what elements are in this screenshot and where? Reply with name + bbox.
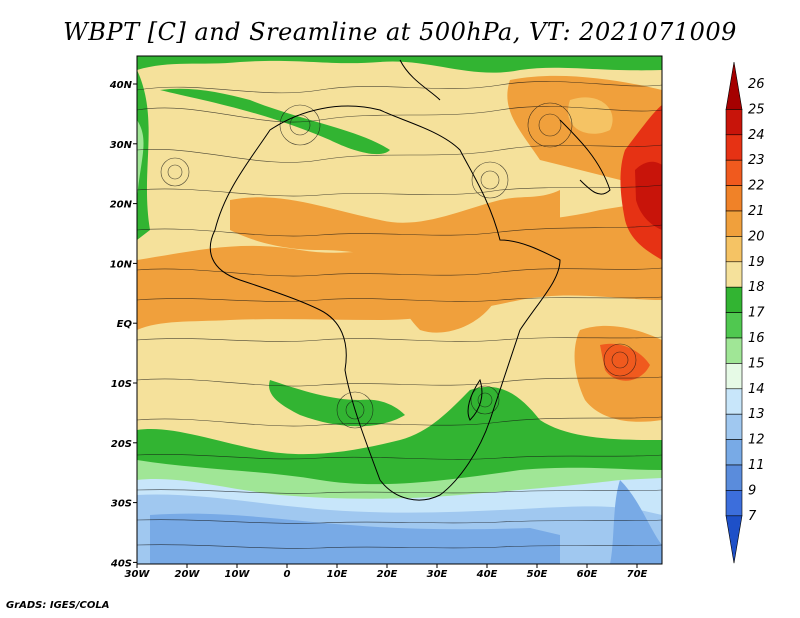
- longitude-label: 30E: [427, 569, 448, 580]
- colorbar-label: 22: [748, 179, 765, 194]
- latitude-label: 20S: [111, 439, 132, 450]
- longitude-label: 30W: [125, 569, 151, 580]
- plot-frame: [136, 55, 663, 565]
- colorbar-label: 9: [748, 483, 756, 498]
- longitude-label: 50E: [527, 569, 548, 580]
- colorbar-swatch: [725, 185, 743, 212]
- colorbar-swatch: [725, 134, 743, 161]
- latitude-label: 40S: [110, 558, 132, 569]
- colorbar-label: 13: [748, 407, 765, 422]
- longitude-label: 0: [284, 569, 291, 580]
- colorbar-label: 16: [748, 331, 765, 346]
- colorbar-label: 18: [748, 280, 765, 295]
- colorbar-swatch: [725, 490, 743, 517]
- latitude-label: 10S: [111, 379, 132, 390]
- colorbar-swatch: [725, 286, 743, 313]
- latitude-label: 30N: [110, 140, 133, 151]
- longitude-label: 10W: [225, 569, 251, 580]
- colorbar-label: 23: [748, 153, 765, 168]
- grads-credit: GrADS: IGES/COLA: [6, 600, 110, 611]
- colorbar-swatch: [725, 210, 743, 237]
- colorbar-label: 20: [748, 229, 765, 244]
- colorbar-swatch: [725, 439, 743, 466]
- streamlines: [137, 81, 662, 549]
- colorbar-label: 14: [748, 382, 765, 397]
- colorbar-swatch: [725, 61, 743, 110]
- latitude-label: EQ: [117, 319, 133, 330]
- map-title: WBPT [C] and Sreamline at 500hPa, VT: 20…: [63, 18, 737, 46]
- colorbar-label: 21: [748, 204, 765, 219]
- colorbar-swatch: [725, 363, 743, 390]
- colorbar-label: 19: [748, 255, 765, 270]
- colorbar-swatch: [725, 413, 743, 440]
- longitude-label: 40E: [476, 569, 498, 580]
- colorbar-label: 7: [748, 509, 757, 524]
- longitude-labels: 30W 20W 10W 0 10E 20E 30E 40E 50E 60E 70E: [125, 564, 648, 580]
- colorbar: [725, 61, 743, 564]
- coastlines: [209, 59, 611, 501]
- colorbar-swatch: [725, 312, 743, 339]
- wbpt-shading: [137, 56, 662, 564]
- latitude-label: 30S: [111, 499, 132, 510]
- latitude-label: 40N: [109, 80, 133, 91]
- colorbar-label: 11: [748, 458, 765, 473]
- colorbar-label: 15: [748, 356, 765, 371]
- colorbar-swatch: [725, 159, 743, 186]
- latitude-label: 20N: [110, 200, 133, 211]
- latitude-labels: 40N 30N 20N 10N EQ 10S 20S 30S 40S: [109, 80, 137, 569]
- longitude-label: 20W: [175, 569, 201, 580]
- latitude-label: 10N: [110, 259, 133, 270]
- colorbar-label: 12: [748, 433, 765, 448]
- longitude-label: 70E: [627, 569, 648, 580]
- longitude-label: 10E: [327, 569, 348, 580]
- colorbar-label: 25: [748, 102, 765, 117]
- longitude-label: 20E: [377, 569, 398, 580]
- colorbar-swatch: [725, 261, 743, 288]
- colorbar-swatch: [725, 388, 743, 415]
- colorbar-swatch: [725, 236, 743, 263]
- colorbar-swatch: [725, 337, 743, 364]
- colorbar-label: 24: [748, 128, 765, 143]
- colorbar-swatch: [725, 515, 743, 564]
- colorbar-swatch: [725, 464, 743, 491]
- longitude-label: 60E: [577, 569, 598, 580]
- colorbar-swatch: [725, 109, 743, 136]
- colorbar-labels: 26 25 24 23 22 21 20 19 18 17 16 15 14 13 12 11 9 7: [748, 77, 765, 524]
- colorbar-label: 17: [748, 306, 765, 321]
- colorbar-label: 26: [748, 77, 765, 92]
